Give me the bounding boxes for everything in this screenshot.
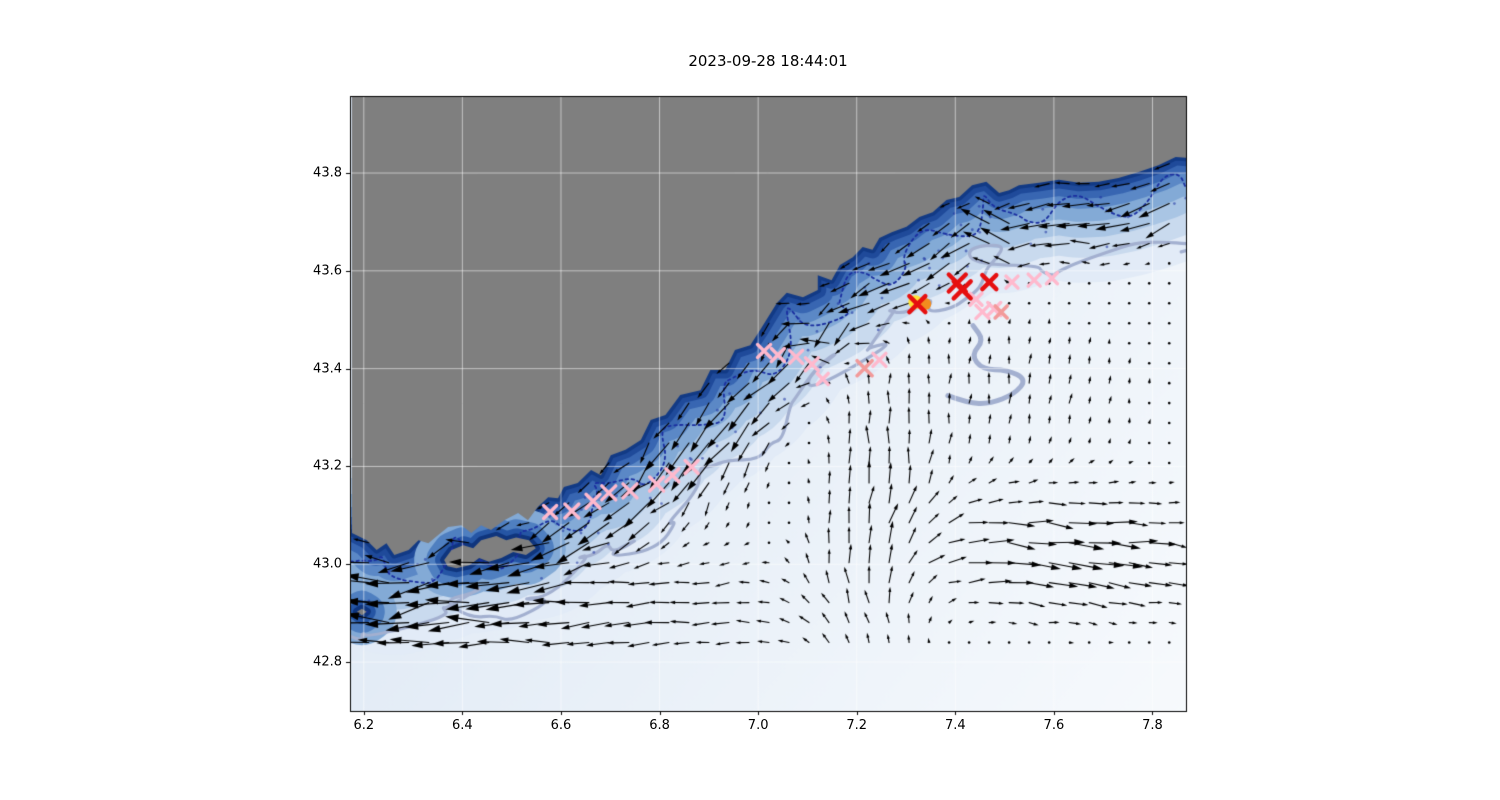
y-tick-label: 42.8 — [313, 654, 342, 670]
x-tick-label: 7.6 — [1043, 718, 1065, 733]
x-tick-label: 7.8 — [1142, 718, 1163, 733]
y-tick-label: 43.2 — [313, 458, 342, 474]
y-tick-label: 43.6 — [313, 263, 342, 279]
y-tick-label: 43.0 — [313, 556, 342, 572]
y-tick-label: 43.8 — [313, 165, 342, 181]
x-tick-label: 7.2 — [846, 718, 868, 733]
x-tick-label: 6.8 — [649, 718, 670, 733]
plot-title: 2023-09-28 18:44:01 — [688, 52, 848, 70]
y-tick-label: 43.4 — [313, 361, 342, 377]
x-tick-label: 7.0 — [747, 718, 769, 733]
x-tick-label: 7.4 — [944, 718, 966, 733]
x-tick-label: 6.6 — [550, 718, 572, 733]
x-tick-label: 6.4 — [452, 718, 473, 733]
x-tick-label: 6.2 — [353, 718, 375, 733]
